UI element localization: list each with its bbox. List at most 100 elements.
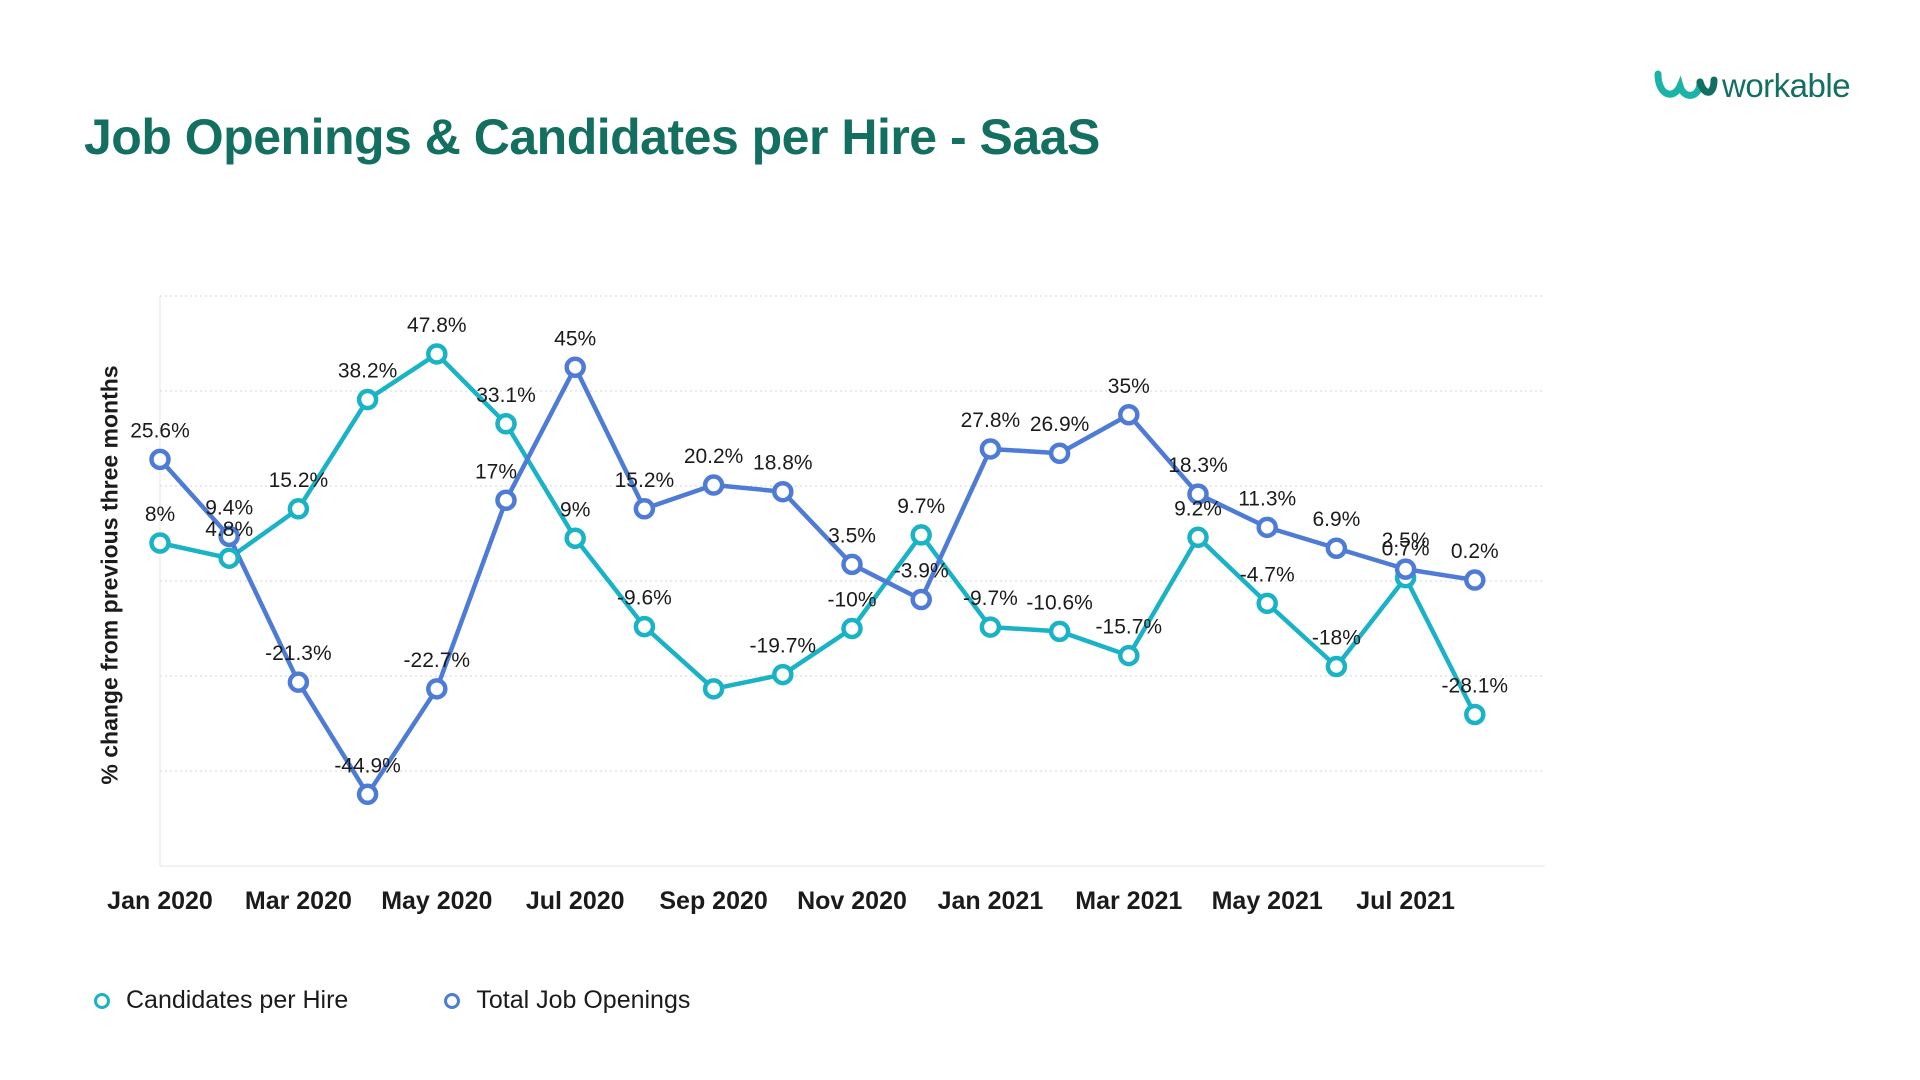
data-label: 2.5% [1382, 529, 1430, 552]
data-label: -28.1% [1442, 674, 1509, 697]
data-point [1118, 404, 1140, 426]
data-point [979, 438, 1002, 460]
data-point [149, 448, 171, 471]
legend-marker-icon [94, 992, 110, 1009]
data-point [633, 498, 656, 520]
data-label: -22.7% [404, 649, 471, 672]
data-point [1187, 526, 1209, 549]
legend-label: Total Job Openings [476, 986, 691, 1014]
series-line-1 [158, 365, 1476, 797]
data-point [287, 671, 310, 693]
data-label: 47.8% [407, 314, 467, 337]
x-tick-label: Jul 2020 [526, 887, 625, 915]
logo-text: workable [1722, 67, 1851, 104]
data-label: 27.8% [961, 409, 1021, 432]
data-point [841, 617, 863, 640]
chart-grid [159, 295, 1545, 867]
data-label: 15.2% [615, 469, 675, 492]
data-label: -4.7% [1240, 563, 1295, 586]
x-tick-label: Jan 2020 [107, 887, 213, 915]
data-label: -18% [1312, 627, 1361, 650]
data-point [702, 474, 725, 496]
data-label: 9% [560, 498, 590, 521]
data-point [1187, 483, 1209, 505]
x-axis-ticks: Jan 2020 Mar 2020 May 2020 Jul 2020 Sep 2020… [107, 887, 1455, 915]
data-label: -10% [827, 589, 876, 612]
data-label: 6.9% [1312, 508, 1360, 531]
data-point [1048, 442, 1071, 464]
data-point [1048, 620, 1071, 643]
data-point [772, 663, 794, 686]
data-point [149, 532, 171, 554]
data-point [1394, 558, 1417, 580]
data-label: -15.7% [1096, 616, 1163, 639]
data-point [633, 615, 656, 638]
data-label: 4.8% [205, 518, 253, 541]
data-label: 26.9% [1030, 413, 1090, 436]
data-point [564, 356, 586, 378]
x-tick-label: May 2020 [381, 887, 492, 915]
data-point [1325, 537, 1348, 559]
data-label: 25.6% [130, 419, 190, 442]
data-label: 9.7% [897, 495, 945, 518]
legend-marker-icon [444, 992, 461, 1009]
legend: Candidates per Hire Total Job Openings [94, 986, 786, 1015]
data-label: 18.8% [753, 452, 813, 475]
data-label: -3.9% [894, 560, 949, 583]
data-point [356, 388, 379, 411]
data-point [702, 678, 725, 700]
data-label: 20.2% [684, 445, 744, 468]
data-label: 17% [475, 460, 517, 483]
workable-logo: workable [1652, 62, 1851, 110]
data-label: -9.6% [617, 587, 672, 610]
legend-item-job-openings[interactable]: Total Job Openings [444, 986, 690, 1015]
legend-item-candidates[interactable]: Candidates per Hire [94, 986, 348, 1015]
data-label: -21.3% [265, 642, 332, 665]
legend-label: Candidates per Hire [126, 986, 349, 1014]
data-label: 3.5% [828, 524, 876, 547]
data-point [426, 678, 448, 700]
series-lines [158, 351, 1477, 797]
data-label: 9.4% [205, 496, 253, 519]
data-point [841, 553, 863, 576]
data-point [772, 480, 794, 503]
data-label: -9.7% [963, 587, 1018, 610]
data-point [218, 547, 240, 569]
data-label: 11.3% [1238, 487, 1296, 510]
data-point [910, 524, 932, 546]
x-tick-label: Sep 2020 [659, 887, 767, 915]
data-label: 9.2% [1174, 497, 1222, 520]
data-point [287, 498, 310, 520]
data-point [1256, 592, 1278, 615]
data-label: 15.2% [269, 469, 329, 492]
data-point [1256, 516, 1278, 539]
data-point [426, 343, 448, 365]
data-label: 8% [145, 503, 175, 526]
data-label: 38.2% [338, 360, 398, 383]
data-label: 33.1% [476, 384, 536, 407]
data-point [495, 489, 517, 511]
data-label: -19.7% [750, 635, 817, 658]
data-point [1464, 569, 1486, 591]
data-label: 45% [554, 327, 596, 350]
data-labels: 8%4.8%15.2%38.2%47.8%33.1%9%-9.6%-19.7%-… [130, 314, 1508, 777]
workable-logo-icon [1654, 70, 1718, 99]
data-label: 35% [1108, 375, 1150, 398]
series-line-0 [159, 351, 1477, 716]
data-label: 0.2% [1451, 540, 1499, 563]
x-tick-label: Nov 2020 [797, 887, 907, 915]
data-point [356, 783, 379, 806]
data-point [1464, 703, 1486, 726]
data-points [149, 343, 1486, 806]
x-tick-label: Mar 2021 [1075, 887, 1182, 915]
data-label: -44.9% [334, 754, 401, 777]
x-tick-label: Jan 2021 [938, 887, 1044, 915]
x-tick-label: Jul 2021 [1356, 887, 1455, 915]
x-tick-label: Mar 2020 [245, 887, 352, 915]
data-label: 18.3% [1168, 454, 1228, 477]
data-point [1325, 655, 1348, 678]
data-point [1118, 644, 1140, 667]
data-label: 0.7% [1382, 538, 1430, 561]
data-point [495, 413, 517, 435]
